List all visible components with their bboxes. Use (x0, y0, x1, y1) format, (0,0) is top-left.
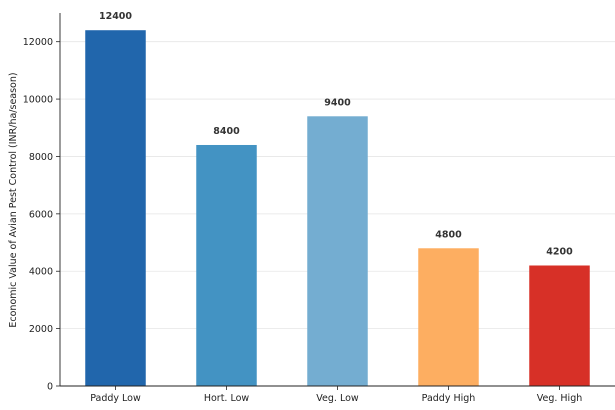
bars (85, 30, 590, 387)
bar (307, 116, 368, 387)
y-tick-label: 12000 (23, 37, 53, 48)
bar-value-label: 4800 (435, 229, 462, 240)
bar (85, 30, 146, 386)
y-axis-title: Economic Value of Avian Pest Control (IN… (8, 72, 19, 327)
y-tick-label: 8000 (29, 152, 53, 163)
axes: 0 2000 4000 6000 8000 10000 12000 Paddy Low Hort… (23, 13, 615, 404)
y-tick-label: 4000 (29, 267, 53, 278)
x-tick-label: Hort. Low (204, 393, 250, 404)
bar-value-label: 8400 (213, 126, 240, 137)
bar (418, 248, 479, 386)
data-labels: 12400 8400 9400 4800 4200 (99, 11, 573, 257)
y-tick-label: 10000 (23, 95, 53, 106)
x-tick-label: Veg. High (537, 393, 583, 404)
x-tick-label: Paddy Low (90, 393, 141, 404)
y-tick-label: 0 (47, 382, 53, 393)
x-tick-label: Paddy High (422, 393, 476, 404)
bar-value-label: 4200 (546, 246, 573, 257)
y-tick-label: 2000 (29, 324, 53, 335)
y-tick-label: 6000 (29, 209, 53, 220)
x-tick-label: Veg. Low (316, 393, 359, 404)
bar (196, 144, 257, 386)
bar-value-label: 12400 (99, 11, 132, 22)
bar (529, 265, 590, 386)
bar-value-label: 9400 (324, 97, 351, 108)
